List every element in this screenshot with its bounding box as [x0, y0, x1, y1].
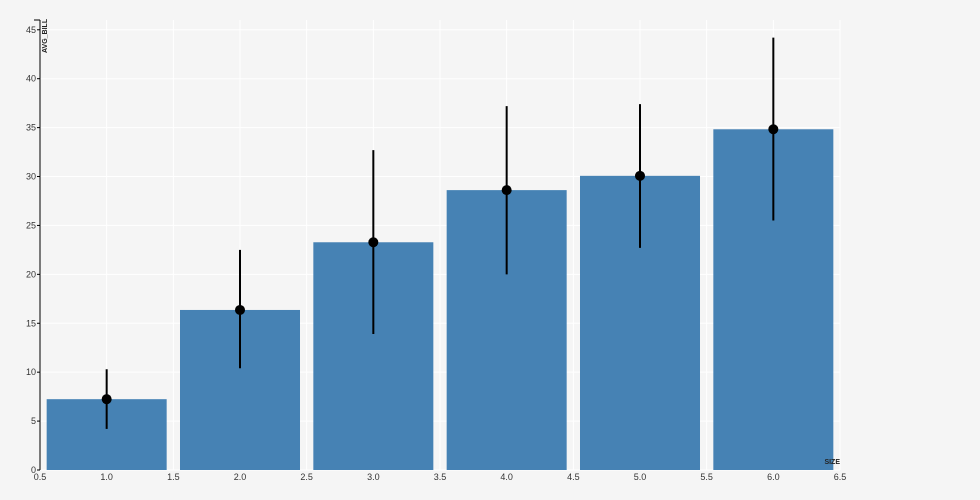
x-tick-label-8: 4.5 [567, 472, 580, 482]
y-tick-label-1: 5 [31, 416, 36, 426]
mean-point-1 [235, 304, 245, 315]
x-tick-label-7: 4.0 [500, 472, 513, 482]
y-tick-label-2: 10 [26, 367, 36, 377]
x-tick-label-1: 1.0 [100, 472, 113, 482]
x-tick-label-11: 6.0 [767, 472, 780, 482]
y-tick-label-6: 30 [26, 172, 36, 182]
mean-point-0 [101, 394, 112, 405]
x-tick-label-0: 0.5 [34, 472, 47, 482]
y-axis-title: AVG_BILL [42, 18, 49, 53]
x-tick-label-10: 5.5 [700, 472, 713, 482]
x-tick-label-12: 6.5 [834, 472, 847, 482]
axes: 0 5 10 15 20 25 30 35 40 45 0.5 1.0 1.5 2.0 2.5 3.0 3.5 4… [26, 19, 847, 482]
mean-points [101, 124, 779, 405]
x-tick-label-4: 2.5 [300, 472, 313, 482]
x-tick-label-2: 1.5 [167, 472, 180, 482]
y-tick-label-0: 0 [31, 465, 36, 475]
mean-point-2 [368, 237, 379, 248]
mean-point-3 [501, 185, 512, 196]
mean-point-4 [635, 170, 645, 181]
y-tick-label-4: 20 [26, 269, 36, 279]
mean-point-5 [768, 124, 779, 135]
y-tick-label-5: 25 [26, 220, 36, 230]
y-tick-label-7: 35 [26, 123, 36, 133]
x-tick-label-5: 3.0 [367, 472, 380, 482]
x-axis-title: SIZE [824, 459, 840, 466]
x-tick-label-3: 2.0 [234, 472, 247, 482]
y-tick-label-8: 40 [26, 74, 36, 84]
y-tick-label-9: 45 [26, 25, 36, 35]
x-tick-label-9: 5.0 [634, 472, 647, 482]
y-tick-label-3: 15 [26, 318, 36, 328]
x-tick-label-6: 3.5 [434, 472, 447, 482]
